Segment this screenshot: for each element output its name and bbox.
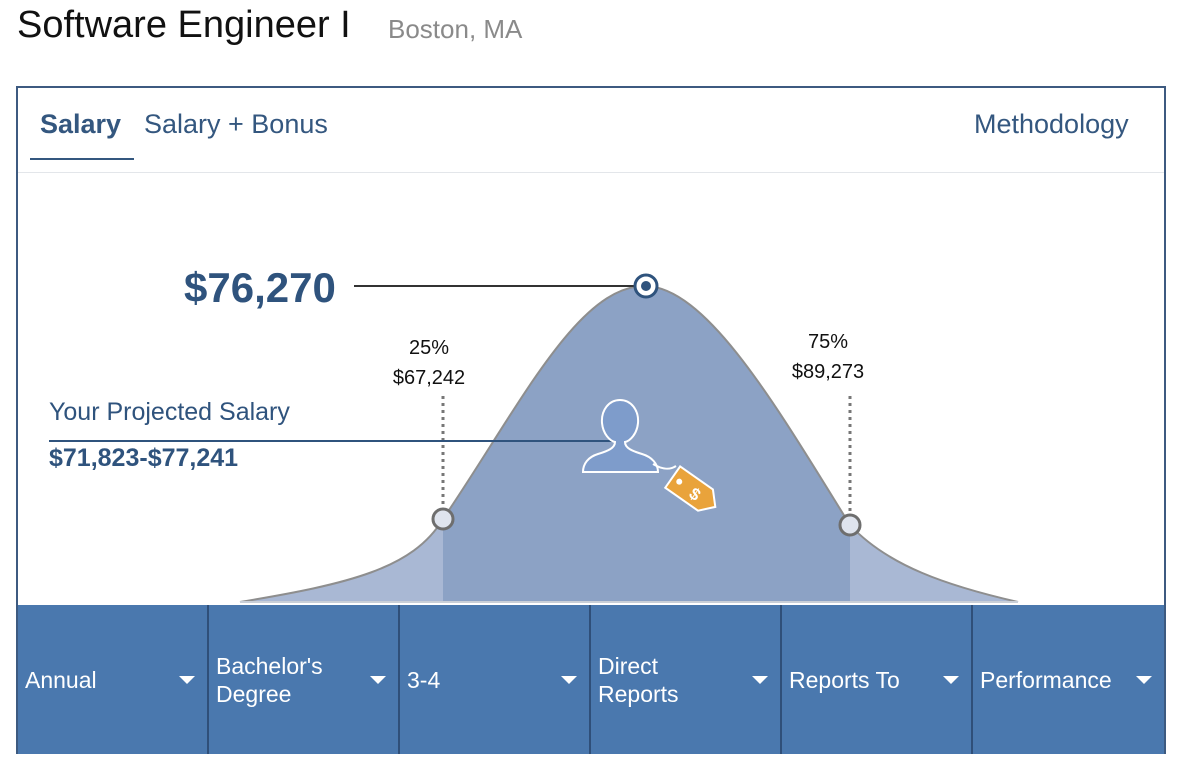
filter-direct-reports[interactable]: Direct Reports <box>591 605 782 754</box>
filter-label: Reports To <box>789 666 900 693</box>
filter-label: Performance <box>980 666 1112 693</box>
chevron-down-icon <box>179 676 195 684</box>
active-tab-underline <box>30 158 134 160</box>
filter-label: Direct Reports <box>598 652 679 707</box>
p25-marker[interactable] <box>431 507 455 531</box>
chevron-down-icon <box>943 676 959 684</box>
job-title: Software Engineer I <box>17 4 351 46</box>
filter-label: Annual <box>25 666 97 693</box>
filter-pay-period[interactable]: Annual <box>18 605 209 754</box>
projected-salary-range: $71,823-$77,241 <box>49 444 239 472</box>
salary-card: Salary Salary + Bonus Methodology <box>16 86 1166 754</box>
filter-label: 3-4 <box>407 666 441 693</box>
tab-salary[interactable]: Salary <box>40 109 122 139</box>
chevron-down-icon <box>1136 676 1152 684</box>
bell-curve-graphic: $ <box>49 273 1019 603</box>
p75-salary-value: $89,273 <box>791 361 865 383</box>
chevron-down-icon <box>752 676 768 684</box>
p75-percent-label: 75% <box>807 331 849 353</box>
filter-label: Bachelor's Degree <box>216 652 323 707</box>
tab-salary-bonus[interactable]: Salary + Bonus <box>144 109 328 139</box>
p25-percent-label: 25% <box>408 337 450 359</box>
p75-marker[interactable] <box>838 513 862 537</box>
p25-salary-value: $67,242 <box>392 367 466 389</box>
chevron-down-icon <box>370 676 386 684</box>
tab-methodology[interactable]: Methodology <box>974 109 1129 139</box>
filter-education[interactable]: Bachelor's Degree <box>209 605 400 754</box>
filter-reports-to[interactable]: Reports To <box>782 605 973 754</box>
filter-experience[interactable]: 3-4 <box>400 605 591 754</box>
distribution-curve-area <box>240 519 443 602</box>
person-icon <box>581 398 677 473</box>
chevron-down-icon <box>561 676 577 684</box>
filter-bar: Annual Bachelor's Degree 3-4 Direct Repo… <box>18 605 1164 754</box>
salary-tabs: Salary Salary + Bonus Methodology <box>18 88 1164 173</box>
price-tag-icon: $ <box>663 465 717 512</box>
salary-distribution-chart: $ $76,270 25% $67,242 75% $89,273 Your P… <box>18 174 1164 604</box>
filter-performance[interactable]: Performance <box>973 605 1164 754</box>
job-location: Boston, MA <box>388 14 523 44</box>
median-salary: $76,270 <box>184 264 336 311</box>
distribution-curve-right-tail <box>850 525 1018 602</box>
projected-salary-title: Your Projected Salary <box>49 398 290 426</box>
